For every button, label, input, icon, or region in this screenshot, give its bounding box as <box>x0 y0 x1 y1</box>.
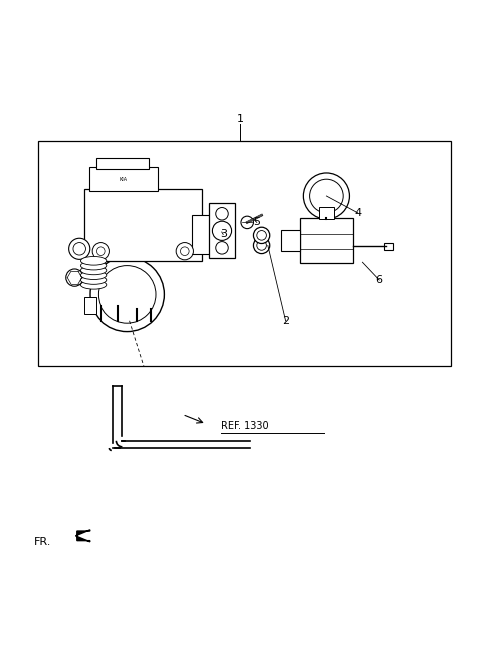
Ellipse shape <box>98 266 156 323</box>
Text: 4: 4 <box>354 208 361 218</box>
Ellipse shape <box>81 256 107 265</box>
Bar <box>319 207 334 218</box>
Ellipse shape <box>81 276 107 284</box>
Text: 2: 2 <box>282 316 289 326</box>
Circle shape <box>176 243 193 260</box>
Circle shape <box>73 243 85 255</box>
Circle shape <box>69 238 90 259</box>
Circle shape <box>253 237 270 254</box>
Text: 1: 1 <box>237 114 243 124</box>
Polygon shape <box>96 157 149 169</box>
Ellipse shape <box>90 257 164 331</box>
Polygon shape <box>89 167 158 191</box>
Circle shape <box>66 269 83 286</box>
Bar <box>38 141 451 367</box>
Ellipse shape <box>81 266 107 275</box>
Circle shape <box>257 230 266 240</box>
Circle shape <box>241 216 253 229</box>
Text: 6: 6 <box>376 275 383 285</box>
Circle shape <box>303 173 349 219</box>
Bar <box>209 203 235 258</box>
Ellipse shape <box>81 271 107 279</box>
Ellipse shape <box>81 281 107 289</box>
Circle shape <box>253 227 270 243</box>
Circle shape <box>216 241 228 254</box>
Text: 3: 3 <box>220 230 227 239</box>
Circle shape <box>212 221 231 240</box>
Ellipse shape <box>81 261 107 270</box>
Bar <box>192 215 216 254</box>
Bar <box>84 297 96 314</box>
Circle shape <box>180 247 189 256</box>
Text: KIA: KIA <box>120 176 128 182</box>
Circle shape <box>310 179 343 213</box>
Bar <box>300 218 353 263</box>
Bar <box>281 230 300 251</box>
Bar <box>384 243 393 250</box>
FancyArrow shape <box>75 530 90 542</box>
Text: 5: 5 <box>253 217 260 228</box>
Circle shape <box>92 243 109 260</box>
Polygon shape <box>84 189 202 261</box>
Circle shape <box>257 241 266 250</box>
Circle shape <box>96 247 105 256</box>
Circle shape <box>216 207 228 220</box>
Text: FR.: FR. <box>34 537 51 546</box>
Text: REF. 1330: REF. 1330 <box>221 421 268 432</box>
